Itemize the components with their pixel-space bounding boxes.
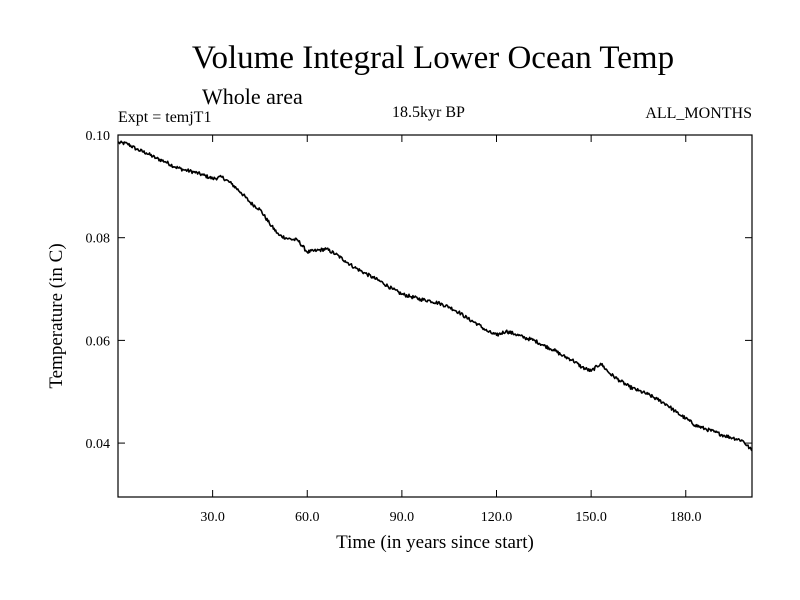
y-tick-label: 0.10 bbox=[86, 129, 111, 144]
months-label: ALL_MONTHS bbox=[645, 105, 752, 122]
x-tick-label: 180.0 bbox=[670, 510, 702, 525]
x-tick-label: 30.0 bbox=[200, 510, 225, 525]
x-tick-label: 120.0 bbox=[481, 510, 513, 525]
y-axis-title: Temperature (in C) bbox=[46, 243, 67, 388]
series-line-temjT1 bbox=[117, 140, 753, 452]
y-axis: 0.04 0.06 0.08 0.10 bbox=[86, 129, 752, 452]
y-tick-label: 0.06 bbox=[86, 334, 111, 349]
x-axis-title: Time (in years since start) bbox=[336, 532, 534, 553]
period-label: 18.5kyr BP bbox=[392, 104, 465, 121]
plot-frame bbox=[117, 134, 753, 498]
x-tick-label: 90.0 bbox=[390, 510, 415, 525]
x-tick-label: 150.0 bbox=[575, 510, 607, 525]
y-tick-label: 0.08 bbox=[86, 232, 111, 247]
experiment-label: Expt = temjT1 bbox=[118, 109, 212, 126]
chart-subtitle: Whole area bbox=[202, 84, 303, 109]
y-tick-label: 0.04 bbox=[86, 437, 111, 452]
chart-title: Volume Integral Lower Ocean Temp bbox=[191, 40, 675, 76]
x-tick-label: 60.0 bbox=[295, 510, 320, 525]
x-axis: 30.0 60.0 90.0 120.0 150.0 180.0 bbox=[200, 135, 702, 525]
